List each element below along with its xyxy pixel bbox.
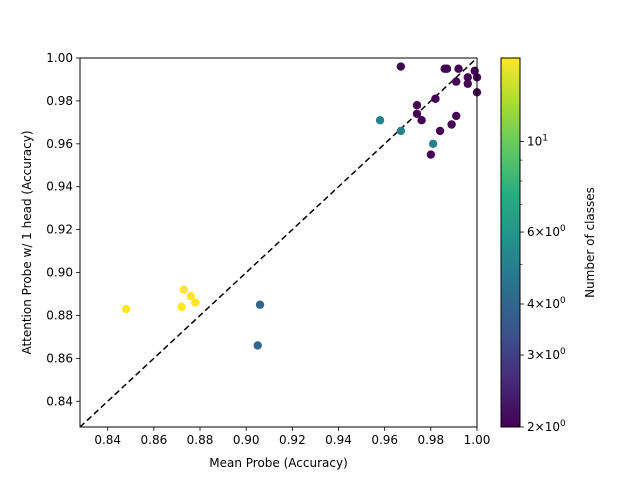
colorbar-tick-label: 6×100	[527, 224, 566, 239]
y-tick-label: 0.88	[46, 308, 73, 322]
points-layer	[121, 62, 482, 350]
y-axis-label: Attention Probe w/ 1 head (Accuracy)	[20, 130, 34, 354]
scatter-point	[177, 302, 186, 312]
y-tick-label: 0.84	[46, 394, 73, 408]
colorbar-label: Number of classes	[583, 187, 597, 298]
y-tick-label: 0.90	[46, 266, 73, 280]
colorbar-ticks: 2×100 3×100 4×100 6×100 101	[520, 133, 566, 434]
colorbar-tick-label: 2×100	[527, 419, 566, 434]
colorbar-frame	[500, 57, 521, 428]
scatter-point	[412, 100, 422, 110]
x-tick-label: 0.98	[417, 433, 444, 447]
x-tick-label: 0.88	[187, 433, 214, 447]
colorbar-tick-label: 4×100	[527, 296, 566, 311]
y-tick-label: 0.92	[46, 223, 73, 237]
scatter-point	[121, 304, 131, 314]
x-axis: 0.84 0.86 0.88 0.90 0.92 0.94 0.96 0.98 1.00	[94, 427, 490, 447]
x-tick-label: 0.86	[141, 433, 168, 447]
scatter-point	[435, 126, 445, 136]
scatter-point	[255, 300, 265, 309]
y-tick-label: 0.86	[46, 351, 73, 365]
scatter-point	[417, 116, 426, 125]
reference-line-layer	[79, 57, 478, 428]
scatter-point	[442, 64, 452, 73]
scatter-point	[447, 120, 456, 129]
y-tick-label: 0.94	[46, 180, 73, 194]
x-tick-label: 0.96	[371, 433, 398, 447]
colorbar: 2×100 3×100 4×100 6×100 101 Number of classe…	[500, 57, 597, 434]
x-tick-label: 0.84	[94, 433, 121, 447]
x-axis-label: Mean Probe (Accuracy)	[209, 456, 348, 470]
scatter-point	[253, 341, 262, 350]
x-tick-label: 0.94	[325, 433, 352, 447]
colorbar-gradient	[501, 58, 520, 427]
x-tick-label: 0.92	[279, 433, 306, 447]
colorbar-tick-label: 3×100	[527, 347, 566, 362]
scatter-point	[463, 73, 472, 82]
scatter-point	[412, 109, 422, 118]
scatter-point	[452, 111, 461, 121]
scatter-point	[431, 94, 440, 103]
x-tick-label: 1.00	[464, 433, 491, 447]
scatter-point	[191, 298, 200, 307]
scatter-point	[463, 79, 472, 88]
y-tick-label: 0.96	[46, 137, 73, 151]
plot-frame	[79, 57, 478, 428]
scatter-point	[186, 291, 195, 301]
y-tick-label: 1.00	[46, 51, 73, 65]
scatter-point	[428, 139, 438, 149]
scatter-point	[454, 64, 463, 73]
colorbar-tick-label: 101	[527, 133, 548, 148]
y-axis: 0.84 0.86 0.88 0.90 0.92 0.94 0.96 0.98 1.00	[46, 51, 80, 408]
x-tick-label: 0.90	[233, 433, 260, 447]
y-tick-label: 0.98	[46, 94, 73, 108]
reference-diagonal-line	[79, 57, 478, 428]
scatter-point	[396, 126, 406, 136]
scatter-point	[426, 150, 436, 159]
scatter-point	[179, 285, 189, 294]
scatter-point	[375, 116, 385, 125]
scatter-point	[452, 77, 461, 86]
scatter-point	[396, 62, 406, 71]
